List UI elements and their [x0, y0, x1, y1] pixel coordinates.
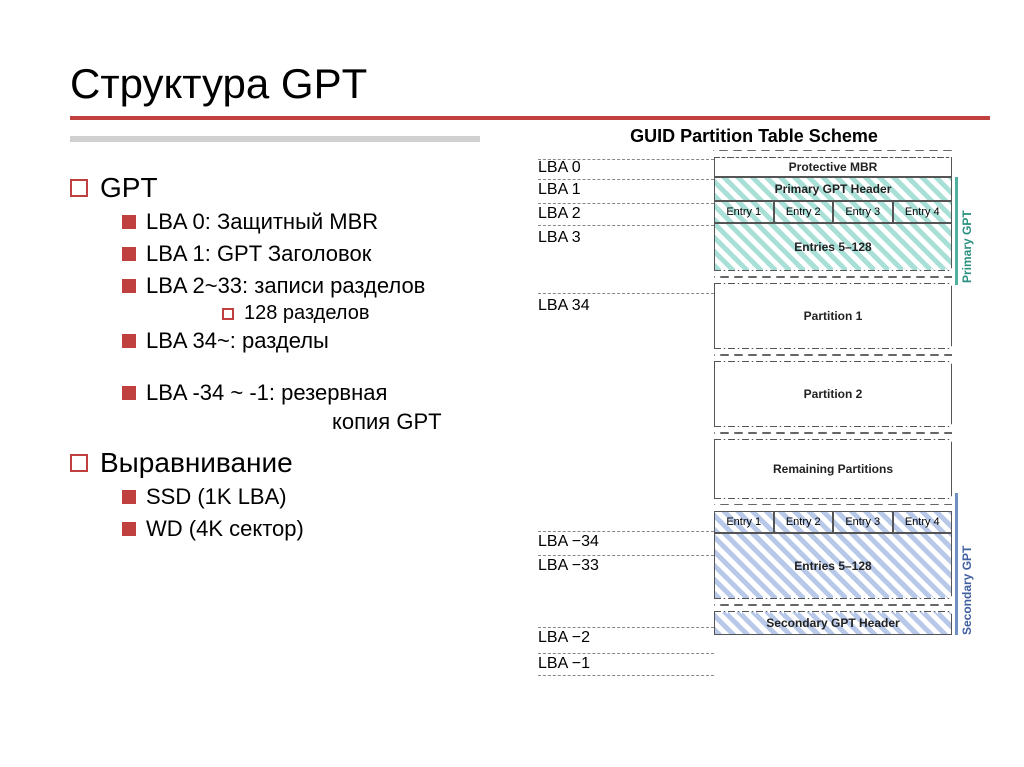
bullet-open-icon	[70, 454, 88, 472]
cell-partition-2: Partition 2	[714, 361, 952, 427]
bullet-fill-icon	[122, 490, 136, 504]
cell-entries-1-4-secondary: Entry 1 Entry 2 Entry 3 Entry 4	[714, 511, 952, 533]
lba-label: LBA 1	[538, 181, 581, 199]
gpt-subitem: 128 разделов	[244, 302, 369, 325]
gpt-item-0: LBA 0: Защитный MBR	[146, 209, 378, 235]
gpt-item-4: LBA -34 ~ -1: резервная	[146, 380, 387, 406]
lba-label: LBA 2	[538, 205, 581, 223]
bullet-fill-icon	[122, 334, 136, 348]
gpt-item-1: LBA 1: GPT Заголовок	[146, 241, 371, 267]
lvl1-align: Выравнивание	[100, 447, 293, 479]
bullet-list: GPT LBA 0: Защитный MBR LBA 1: GPT Загол…	[70, 170, 504, 635]
lba-label: LBA 0	[538, 159, 581, 177]
bullet-fill-icon	[122, 247, 136, 261]
entry-cell: Entry 1	[714, 511, 774, 533]
lba-dash-line	[538, 293, 714, 294]
cell-entries-5-128-primary: Entries 5–128	[714, 223, 952, 271]
gpt-diagram: LBA 0 LBA 1 LBA 2 LBA 3 LBA 34 LBA −34 LBA −33…	[534, 157, 974, 635]
align-item-1: WD (4K сектор)	[146, 516, 304, 542]
title-underline	[70, 116, 990, 120]
entry-cell: Entry 3	[833, 511, 893, 533]
gpt-item-3: LBA 34~: разделы	[146, 328, 329, 354]
slide-title: Структура GPT	[70, 60, 974, 108]
lba-dash-line	[538, 675, 714, 676]
entry-cell: Entry 3	[833, 201, 893, 223]
lba-dash-line	[538, 179, 714, 180]
lba-dash-line	[538, 653, 714, 654]
cell-partition-1: Partition 1	[714, 283, 952, 349]
bullet-fill-icon	[122, 279, 136, 293]
primary-gpt-label: Primary GPT	[960, 179, 974, 283]
lba-dash-line	[538, 555, 714, 556]
lba-label: LBA 34	[538, 297, 590, 315]
title-shadow	[70, 136, 480, 142]
lba-label: LBA −34	[538, 533, 599, 551]
cell-secondary-header: Secondary GPT Header	[714, 611, 952, 635]
align-item-0: SSD (1K LBA)	[146, 484, 287, 510]
cell-entries-5-128-secondary: Entries 5–128	[714, 533, 952, 599]
lba-label: LBA −2	[538, 629, 590, 647]
bullet-fill-icon	[122, 386, 136, 400]
entry-cell: Entry 2	[774, 511, 834, 533]
bullet-open-small-icon	[222, 308, 234, 320]
lba-dash-line	[538, 225, 714, 226]
entry-cell: Entry 1	[714, 201, 774, 223]
bullet-fill-icon	[122, 522, 136, 536]
secondary-gpt-bar	[955, 493, 958, 635]
cell-primary-header: Primary GPT Header	[714, 177, 952, 201]
gpt-item-4-cont: копия GPT	[332, 409, 442, 434]
entry-cell: Entry 2	[774, 201, 834, 223]
lba-label: LBA 3	[538, 229, 581, 247]
lba-dash-line	[538, 531, 714, 532]
secondary-gpt-label: Secondary GPT	[960, 495, 974, 635]
entry-cell: Entry 4	[893, 511, 953, 533]
entry-cell: Entry 4	[893, 201, 953, 223]
lba-dash-line	[538, 203, 714, 204]
lba-dash-line	[538, 627, 714, 628]
primary-gpt-bar	[955, 177, 958, 285]
cell-entries-1-4-primary: Entry 1 Entry 2 Entry 3 Entry 4	[714, 201, 952, 223]
lba-label: LBA −33	[538, 557, 599, 575]
lvl1-gpt: GPT	[100, 172, 158, 204]
bullet-fill-icon	[122, 215, 136, 229]
cell-remaining-partitions: Remaining Partitions	[714, 439, 952, 499]
diagram-title: GUID Partition Table Scheme	[534, 126, 974, 147]
lba-label: LBA −1	[538, 655, 590, 673]
gpt-item-2: LBA 2~33: записи разделов	[146, 273, 425, 299]
bullet-open-icon	[70, 179, 88, 197]
